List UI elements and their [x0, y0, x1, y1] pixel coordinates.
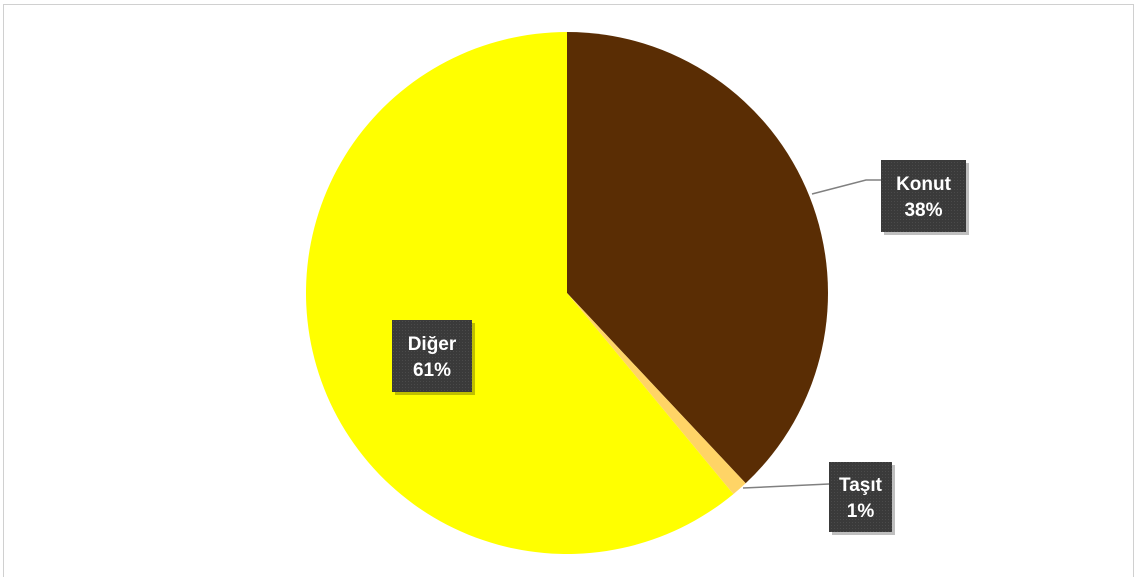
- pie-slice-ta-t: [567, 293, 746, 495]
- leader-line-konut: [811, 179, 881, 195]
- pie-slice-konut: [567, 32, 829, 484]
- label-category: Diğer: [408, 334, 457, 355]
- data-label-konut: Konut 38%: [881, 160, 969, 235]
- label-value: 61%: [413, 360, 451, 381]
- label-box: [829, 462, 892, 532]
- label-category: Konut: [896, 174, 952, 195]
- label-box: [392, 320, 472, 392]
- data-label-di-er: Diğer 61%: [392, 320, 475, 395]
- label-value: 38%: [904, 200, 942, 221]
- data-labels: Konut 38% Taşıt 1% Diğer 61%: [392, 160, 969, 535]
- label-box: [881, 160, 966, 232]
- label-value: 1%: [847, 501, 875, 522]
- data-label-ta-t: Taşıt 1%: [829, 462, 895, 535]
- leader-lines: [742, 179, 881, 489]
- label-category: Taşıt: [839, 475, 883, 496]
- leader-line-ta-t: [742, 483, 830, 489]
- pie-slice-di-er: [305, 32, 734, 554]
- pie-slices: [305, 32, 829, 554]
